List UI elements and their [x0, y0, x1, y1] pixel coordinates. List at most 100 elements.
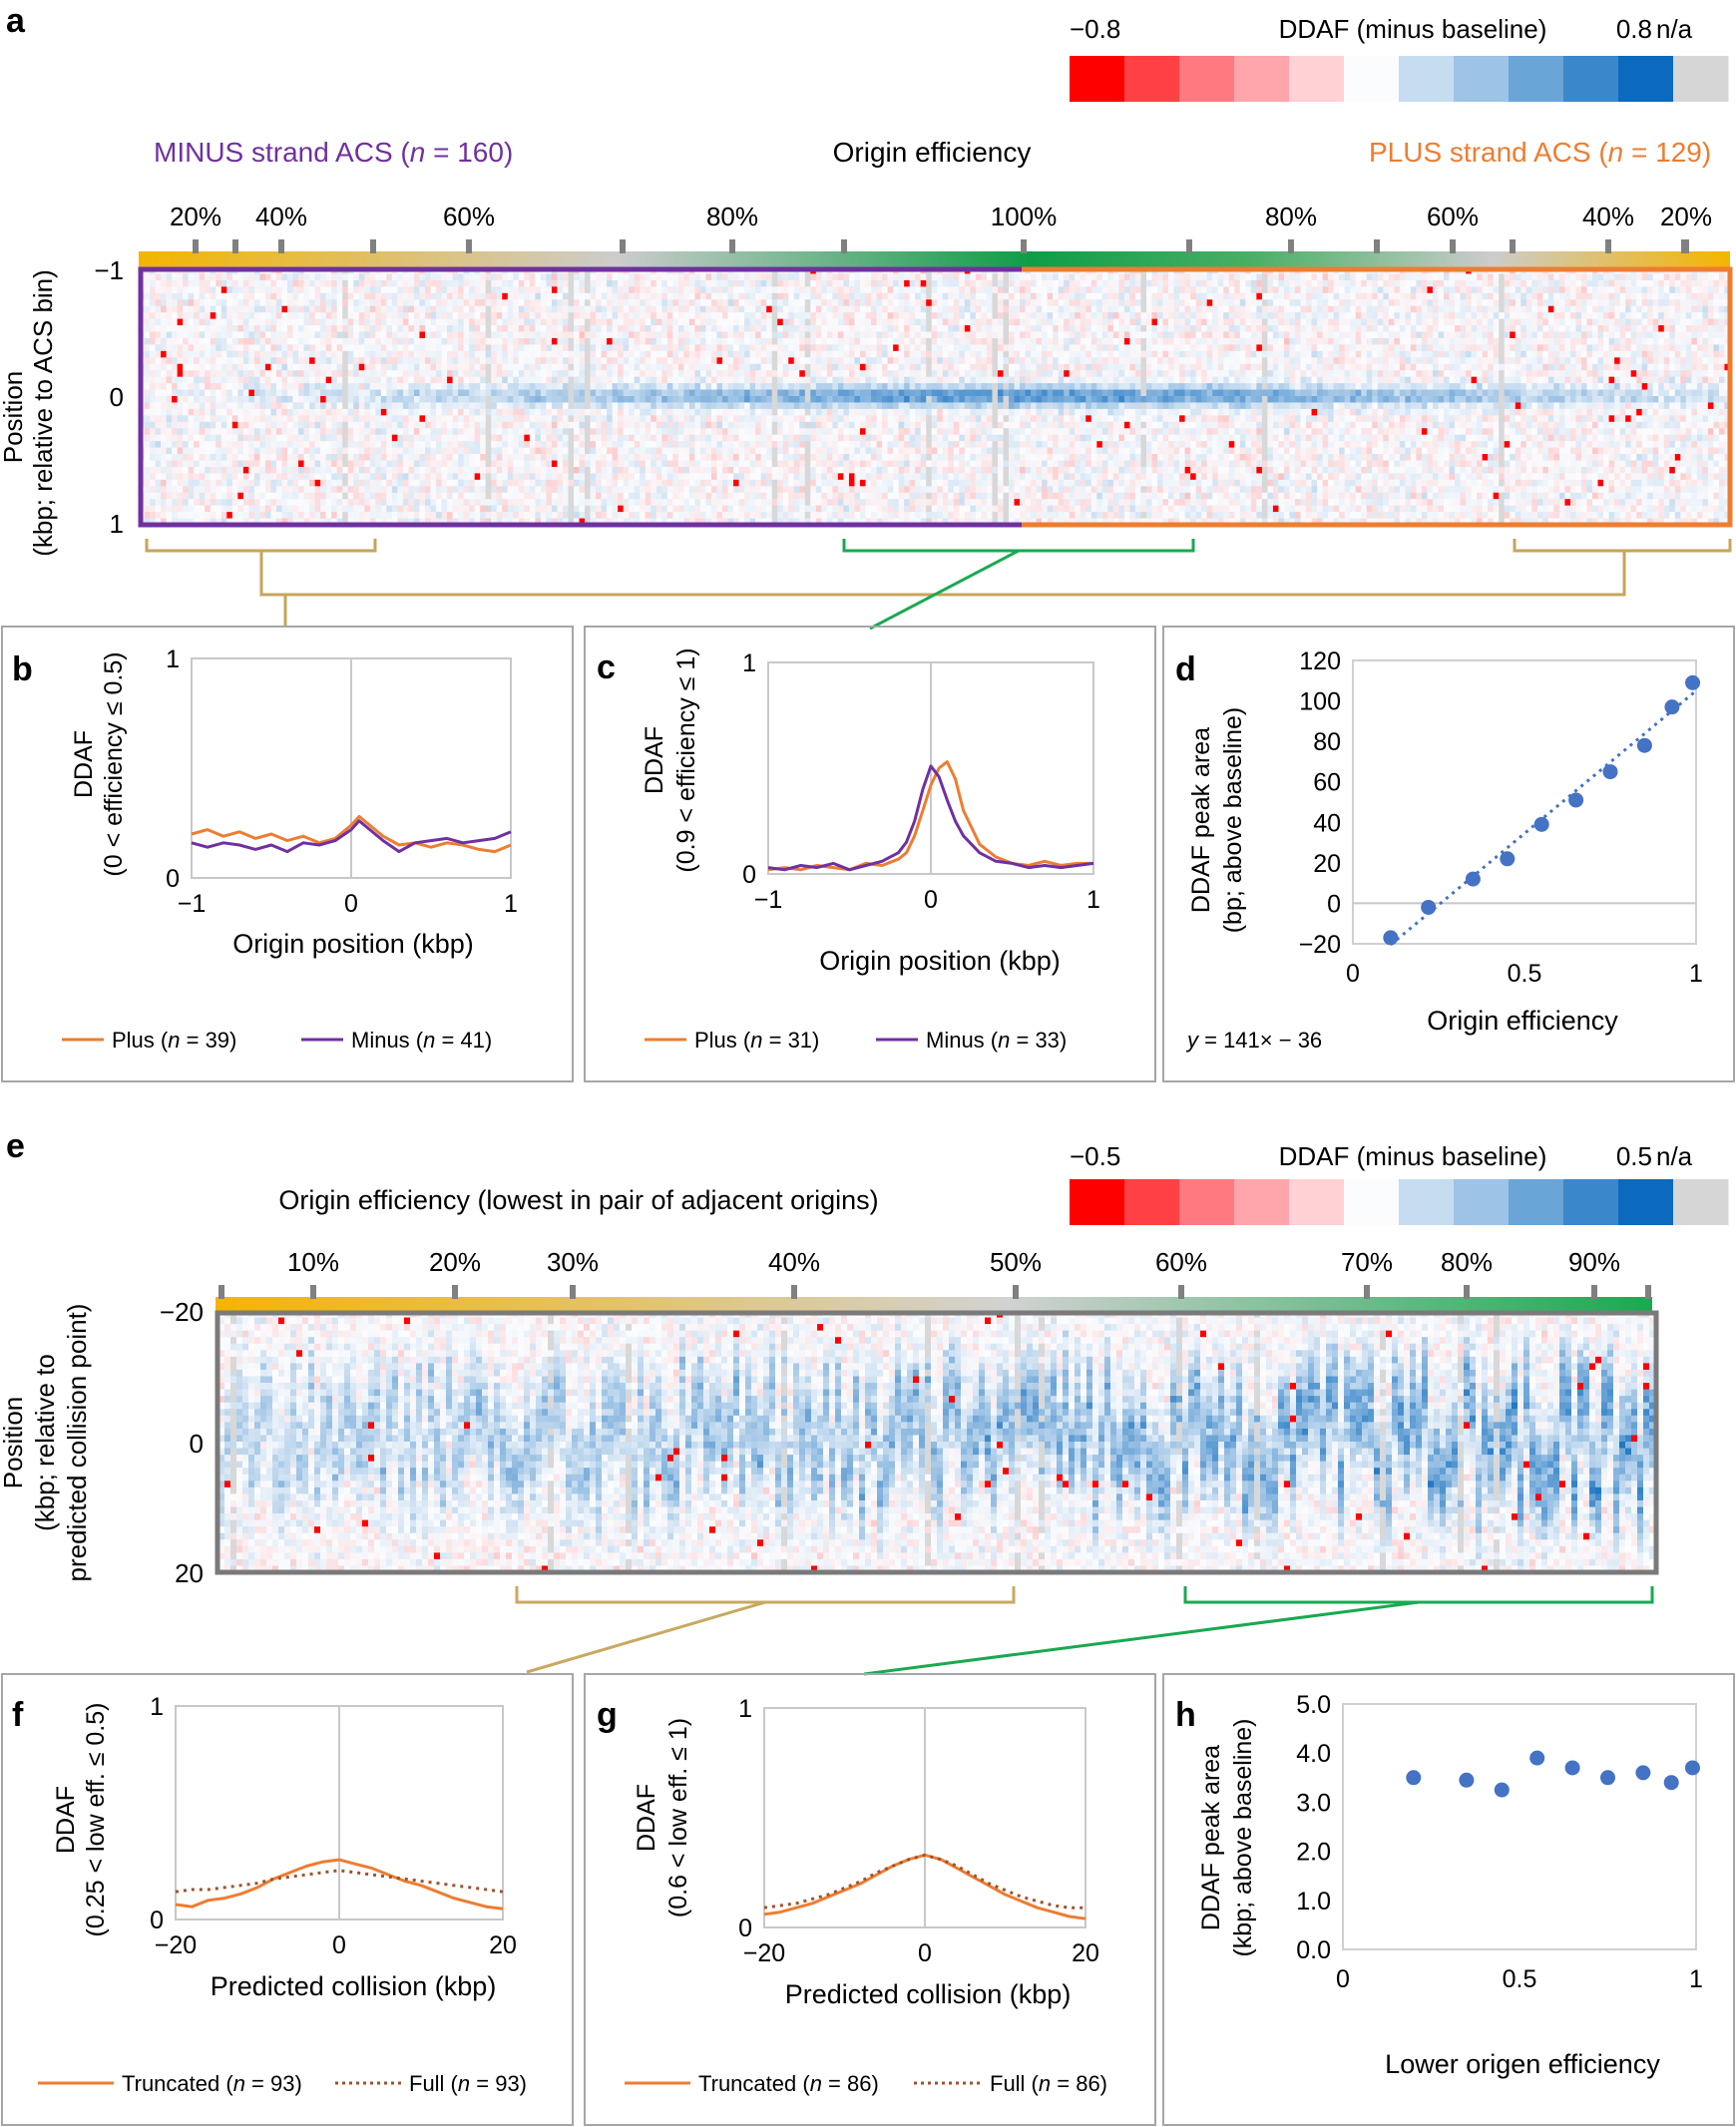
heatmap-cell [381, 357, 387, 364]
heatmap-cell [254, 435, 260, 442]
heatmap-cell [237, 409, 243, 416]
heatmap-cell [293, 299, 299, 306]
scale-swatch [1563, 56, 1619, 102]
heatmap-cell [167, 422, 173, 429]
heatmap-cell [326, 299, 332, 306]
heatmap-cell [397, 364, 403, 371]
heatmap-cell [392, 461, 398, 468]
heatmap-cell [337, 454, 343, 461]
heatmap-cell [167, 448, 173, 455]
heatmap-cell [419, 299, 425, 306]
heatmap-cell [414, 454, 420, 461]
heatmap-cell [265, 493, 271, 500]
heatmap-cell [150, 409, 156, 416]
heatmap-cell [315, 293, 321, 300]
heatmap-cell [298, 306, 304, 313]
heatmap-cell [150, 512, 156, 519]
heatmap-cell [178, 299, 184, 306]
heatmap-cell [315, 422, 321, 429]
heatmap-cell [392, 441, 398, 448]
heatmap-cell [248, 506, 254, 513]
heatmap-cell [309, 357, 315, 364]
heatmap-cell [293, 480, 299, 487]
heatmap-cell [145, 312, 151, 319]
heatmap-cell [337, 461, 343, 468]
heatmap-cell [386, 364, 392, 371]
heatmap-cell [403, 325, 409, 332]
heatmap-cell [200, 480, 206, 487]
heatmap-cell [281, 461, 287, 468]
heatmap-cell [189, 499, 195, 506]
heatmap-cell [364, 390, 370, 397]
efficiency-minor-tick [841, 239, 847, 253]
heatmap-cell [320, 293, 326, 300]
heatmap-cell [226, 512, 232, 519]
heatmap-cell [167, 338, 173, 345]
heatmap-cell [304, 377, 310, 384]
heatmap-cell [161, 273, 167, 280]
heatmap-cell [293, 493, 299, 500]
heatmap-cell [370, 467, 376, 474]
heatmap-cell [243, 312, 249, 319]
heatmap-cell [436, 306, 442, 313]
heatmap-cell [156, 273, 162, 280]
heatmap-cell [315, 428, 321, 435]
heatmap-cell [211, 499, 217, 506]
heatmap-cell [348, 409, 354, 416]
heatmap-cell [326, 286, 332, 293]
heatmap-cell [248, 344, 254, 351]
heatmap-cell [353, 396, 359, 403]
heatmap-cell [392, 306, 398, 313]
heatmap-cell [150, 448, 156, 455]
heatmap-cell [353, 454, 359, 461]
heatmap-cell [293, 461, 299, 468]
heatmap-cell [364, 493, 370, 500]
heatmap-cell [348, 499, 354, 506]
heatmap-cell [425, 448, 431, 455]
heatmap-cell [436, 344, 442, 351]
heatmap-cell [442, 312, 448, 319]
heatmap-cell [254, 273, 260, 280]
heatmap-cell [243, 461, 249, 468]
heatmap-cell [408, 286, 414, 293]
heatmap-cell [392, 280, 398, 287]
heatmap-cell [353, 319, 359, 326]
heatmap-cell [381, 396, 387, 403]
heatmap-cell [397, 428, 403, 435]
heatmap-cell [364, 351, 370, 358]
heatmap-cell [397, 473, 403, 480]
heatmap-cell [304, 364, 310, 371]
heatmap-cell [254, 299, 260, 306]
heatmap-cell [320, 493, 326, 500]
heatmap-cell [216, 280, 221, 287]
heatmap-cell [353, 364, 359, 371]
heatmap-cell [287, 473, 293, 480]
heatmap-cell [183, 473, 189, 480]
heatmap-cell [386, 486, 392, 493]
heatmap-cell [403, 383, 409, 390]
heatmap-cell [304, 390, 310, 397]
heatmap-cell [145, 383, 151, 390]
scale-swatch [1673, 56, 1729, 102]
heatmap-cell [431, 312, 437, 319]
heatmap-cell [145, 377, 151, 384]
heatmap-cell [270, 428, 276, 435]
heatmap-cell [281, 435, 287, 442]
heatmap-cell [145, 319, 151, 326]
heatmap-cell [211, 435, 217, 442]
scale-swatch [1070, 56, 1125, 102]
heatmap-cell [320, 390, 326, 397]
heatmap-cell [265, 351, 271, 358]
heatmap-cell [216, 441, 221, 448]
heatmap-cell [337, 428, 343, 435]
heatmap-cell [189, 344, 195, 351]
heatmap-cell [145, 454, 151, 461]
heatmap-cell [414, 448, 420, 455]
heatmap-cell [359, 390, 365, 397]
heatmap-cell [414, 319, 420, 326]
heatmap-cell [425, 357, 431, 364]
heatmap-cell [298, 506, 304, 513]
heatmap-cell [293, 332, 299, 339]
heatmap-cell [200, 299, 206, 306]
efficiency-tick-a-label: 80% [706, 202, 758, 231]
